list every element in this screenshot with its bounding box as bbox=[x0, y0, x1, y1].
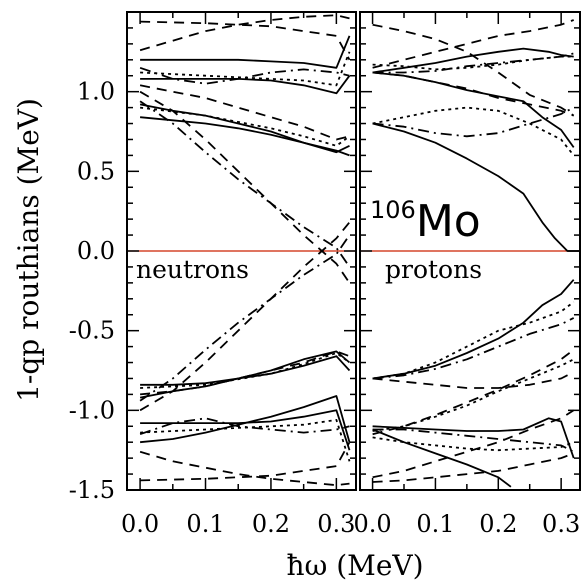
y-tick-label: -1.5 bbox=[69, 476, 115, 504]
protons-panel bbox=[359, 11, 581, 491]
routhian-line-dotted bbox=[140, 352, 351, 389]
y-tick-label: -0.5 bbox=[69, 317, 115, 345]
routhian-line-dotted bbox=[372, 106, 575, 156]
routhian-line-dashed bbox=[140, 350, 350, 396]
routhian-line-dashdot bbox=[372, 52, 574, 74]
routhian-line-dotted bbox=[139, 106, 351, 147]
mass-number: 106 bbox=[370, 196, 416, 224]
x-tick-label: 0.1 bbox=[416, 510, 454, 538]
y-axis-tick-labels: -1.5 -1.0 -0.5 0.0 0.5 1.0 bbox=[69, 78, 115, 504]
y-axis-title: 1-qp routhians (MeV) bbox=[12, 98, 45, 402]
x-tick-label: 0.3 bbox=[542, 510, 580, 538]
y-tick-label: 1.0 bbox=[77, 78, 115, 106]
routhian-line-solid bbox=[139, 103, 350, 154]
neutrons-panel bbox=[126, 11, 357, 491]
x-axis-tick-labels: 0.0 0.1 0.2 0.30.0 0.1 0.2 0.3 bbox=[121, 510, 580, 538]
routhian-line-dashed bbox=[372, 23, 575, 117]
y-tick-label: 0.0 bbox=[77, 237, 115, 265]
routhian-line-dashdot bbox=[139, 66, 350, 85]
routhian-line-solid bbox=[140, 116, 350, 157]
routhian-line-dashed bbox=[372, 349, 575, 436]
routhian-line-dashed bbox=[139, 84, 350, 141]
series-group bbox=[372, 19, 580, 488]
x-tick-label: 0.0 bbox=[353, 510, 391, 538]
routhian-line-solid bbox=[372, 122, 580, 252]
routhian-line-solid bbox=[140, 395, 351, 444]
series-group bbox=[139, 14, 351, 487]
routhian-line-dashdot bbox=[139, 100, 351, 268]
routhian-line-dotted bbox=[140, 418, 351, 462]
routhian-line-dashed bbox=[139, 450, 350, 487]
routhian-line-solid bbox=[140, 35, 351, 69]
routhian-line-dashed bbox=[139, 14, 350, 52]
routhian-line-dashed bbox=[372, 452, 575, 483]
routhian-line-dashdot bbox=[139, 234, 351, 402]
routhian-line-dashed bbox=[140, 20, 351, 61]
y-tick-label: -1.0 bbox=[69, 396, 115, 424]
x-tick-label: 0.1 bbox=[186, 510, 224, 538]
x-tick-label: 0.2 bbox=[252, 510, 290, 538]
routhian-line-dashed bbox=[372, 19, 575, 69]
routhian-line-solid bbox=[372, 279, 575, 380]
y-tick-label: 0.5 bbox=[77, 157, 115, 185]
routhian-line-dashed bbox=[372, 409, 575, 479]
x-tick-label: 0.3 bbox=[317, 510, 355, 538]
x-axis-title: ħω (MeV) bbox=[286, 549, 423, 582]
routhian-line-solid bbox=[140, 409, 351, 451]
routhian-line-dashed bbox=[372, 71, 575, 117]
routhian-line-dotted bbox=[372, 301, 575, 380]
routhian-line-dotted bbox=[140, 51, 351, 87]
routhian-line-dotted bbox=[372, 436, 575, 452]
x-tick-label: 0.2 bbox=[479, 510, 517, 538]
nucleus-label: 106Mo bbox=[370, 196, 481, 247]
routhian-line-solid bbox=[372, 47, 574, 74]
routhian-line-dashdot bbox=[372, 106, 575, 138]
protons-panel-label: protons bbox=[385, 255, 482, 284]
routhian-line-dashdot bbox=[372, 428, 575, 453]
routhian-line-solid bbox=[140, 355, 351, 386]
element-symbol: Mo bbox=[416, 196, 481, 247]
neutrons-panel-label: neutrons bbox=[136, 255, 249, 284]
x-tick-label: 0.0 bbox=[121, 510, 159, 538]
routhian-line-dashed bbox=[140, 441, 351, 482]
routhian-line-dashdot bbox=[139, 417, 350, 436]
routhian-line-dashed bbox=[372, 371, 575, 389]
routhian-line-solid bbox=[139, 350, 351, 399]
routhian-line-solid bbox=[372, 428, 512, 488]
routhian-line-dashdot bbox=[372, 317, 575, 380]
